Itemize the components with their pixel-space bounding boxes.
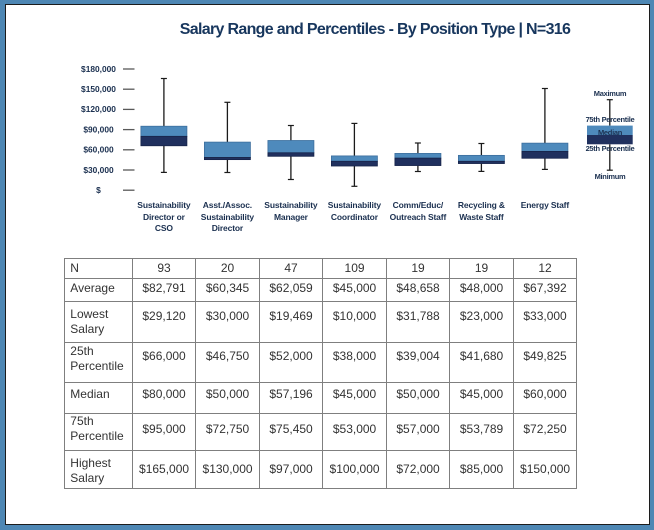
svg-text:$90,000: $90,000: [83, 124, 114, 134]
svg-text:$60,000: $60,000: [83, 145, 114, 155]
svg-text:$180,000: $180,000: [81, 64, 116, 74]
svg-text:$30,000: $30,000: [83, 165, 114, 175]
svg-text:$120,000: $120,000: [81, 104, 116, 114]
svg-text:$: $: [96, 185, 101, 195]
svg-text:$150,000: $150,000: [81, 84, 116, 94]
